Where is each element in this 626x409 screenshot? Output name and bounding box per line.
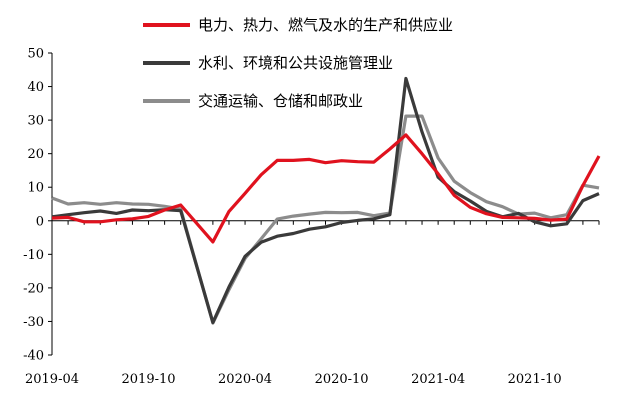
series-line-electricity bbox=[51, 133, 601, 244]
legend-label-transport: 交通运输、仓储和邮政业 bbox=[198, 92, 363, 110]
y-tick-label: 10 bbox=[27, 181, 44, 196]
y-tick-label: 40 bbox=[27, 80, 44, 95]
y-tick-label: 30 bbox=[27, 114, 44, 129]
y-tick-label: -10 bbox=[23, 248, 44, 263]
y-tick-label: 50 bbox=[27, 47, 44, 62]
x-tick-label: 2019-10 bbox=[122, 372, 176, 387]
x-tick-label: 2020-10 bbox=[315, 372, 369, 387]
series-line-water-environment bbox=[51, 76, 600, 325]
y-tick-label: -30 bbox=[23, 315, 44, 330]
legend: 电力、热力、燃气及水的生产和供应业 水利、环境和公共设施管理业 交通运输、仓储和… bbox=[143, 16, 453, 110]
x-tick-label: 2020-04 bbox=[218, 372, 272, 387]
x-tick-label: 2021-04 bbox=[411, 372, 465, 387]
series-layer bbox=[51, 76, 601, 325]
y-tick-label: -40 bbox=[23, 349, 44, 364]
series-line-transport bbox=[51, 114, 600, 325]
y-tick-label: -20 bbox=[23, 281, 44, 296]
x-tick-label: 2021-10 bbox=[508, 372, 562, 387]
legend-label-electricity: 电力、热力、燃气及水的生产和供应业 bbox=[198, 16, 453, 34]
y-tick-label: 20 bbox=[27, 147, 44, 162]
x-tick-label: 2019-04 bbox=[25, 372, 79, 387]
y-tick-label: 0 bbox=[36, 214, 44, 229]
axes: -40 -30 -20 -10 0 10 20 30 40 50 2019-04 2019-10 202… bbox=[23, 47, 600, 387]
legend-label-water-environment: 水利、环境和公共设施管理业 bbox=[198, 54, 393, 72]
